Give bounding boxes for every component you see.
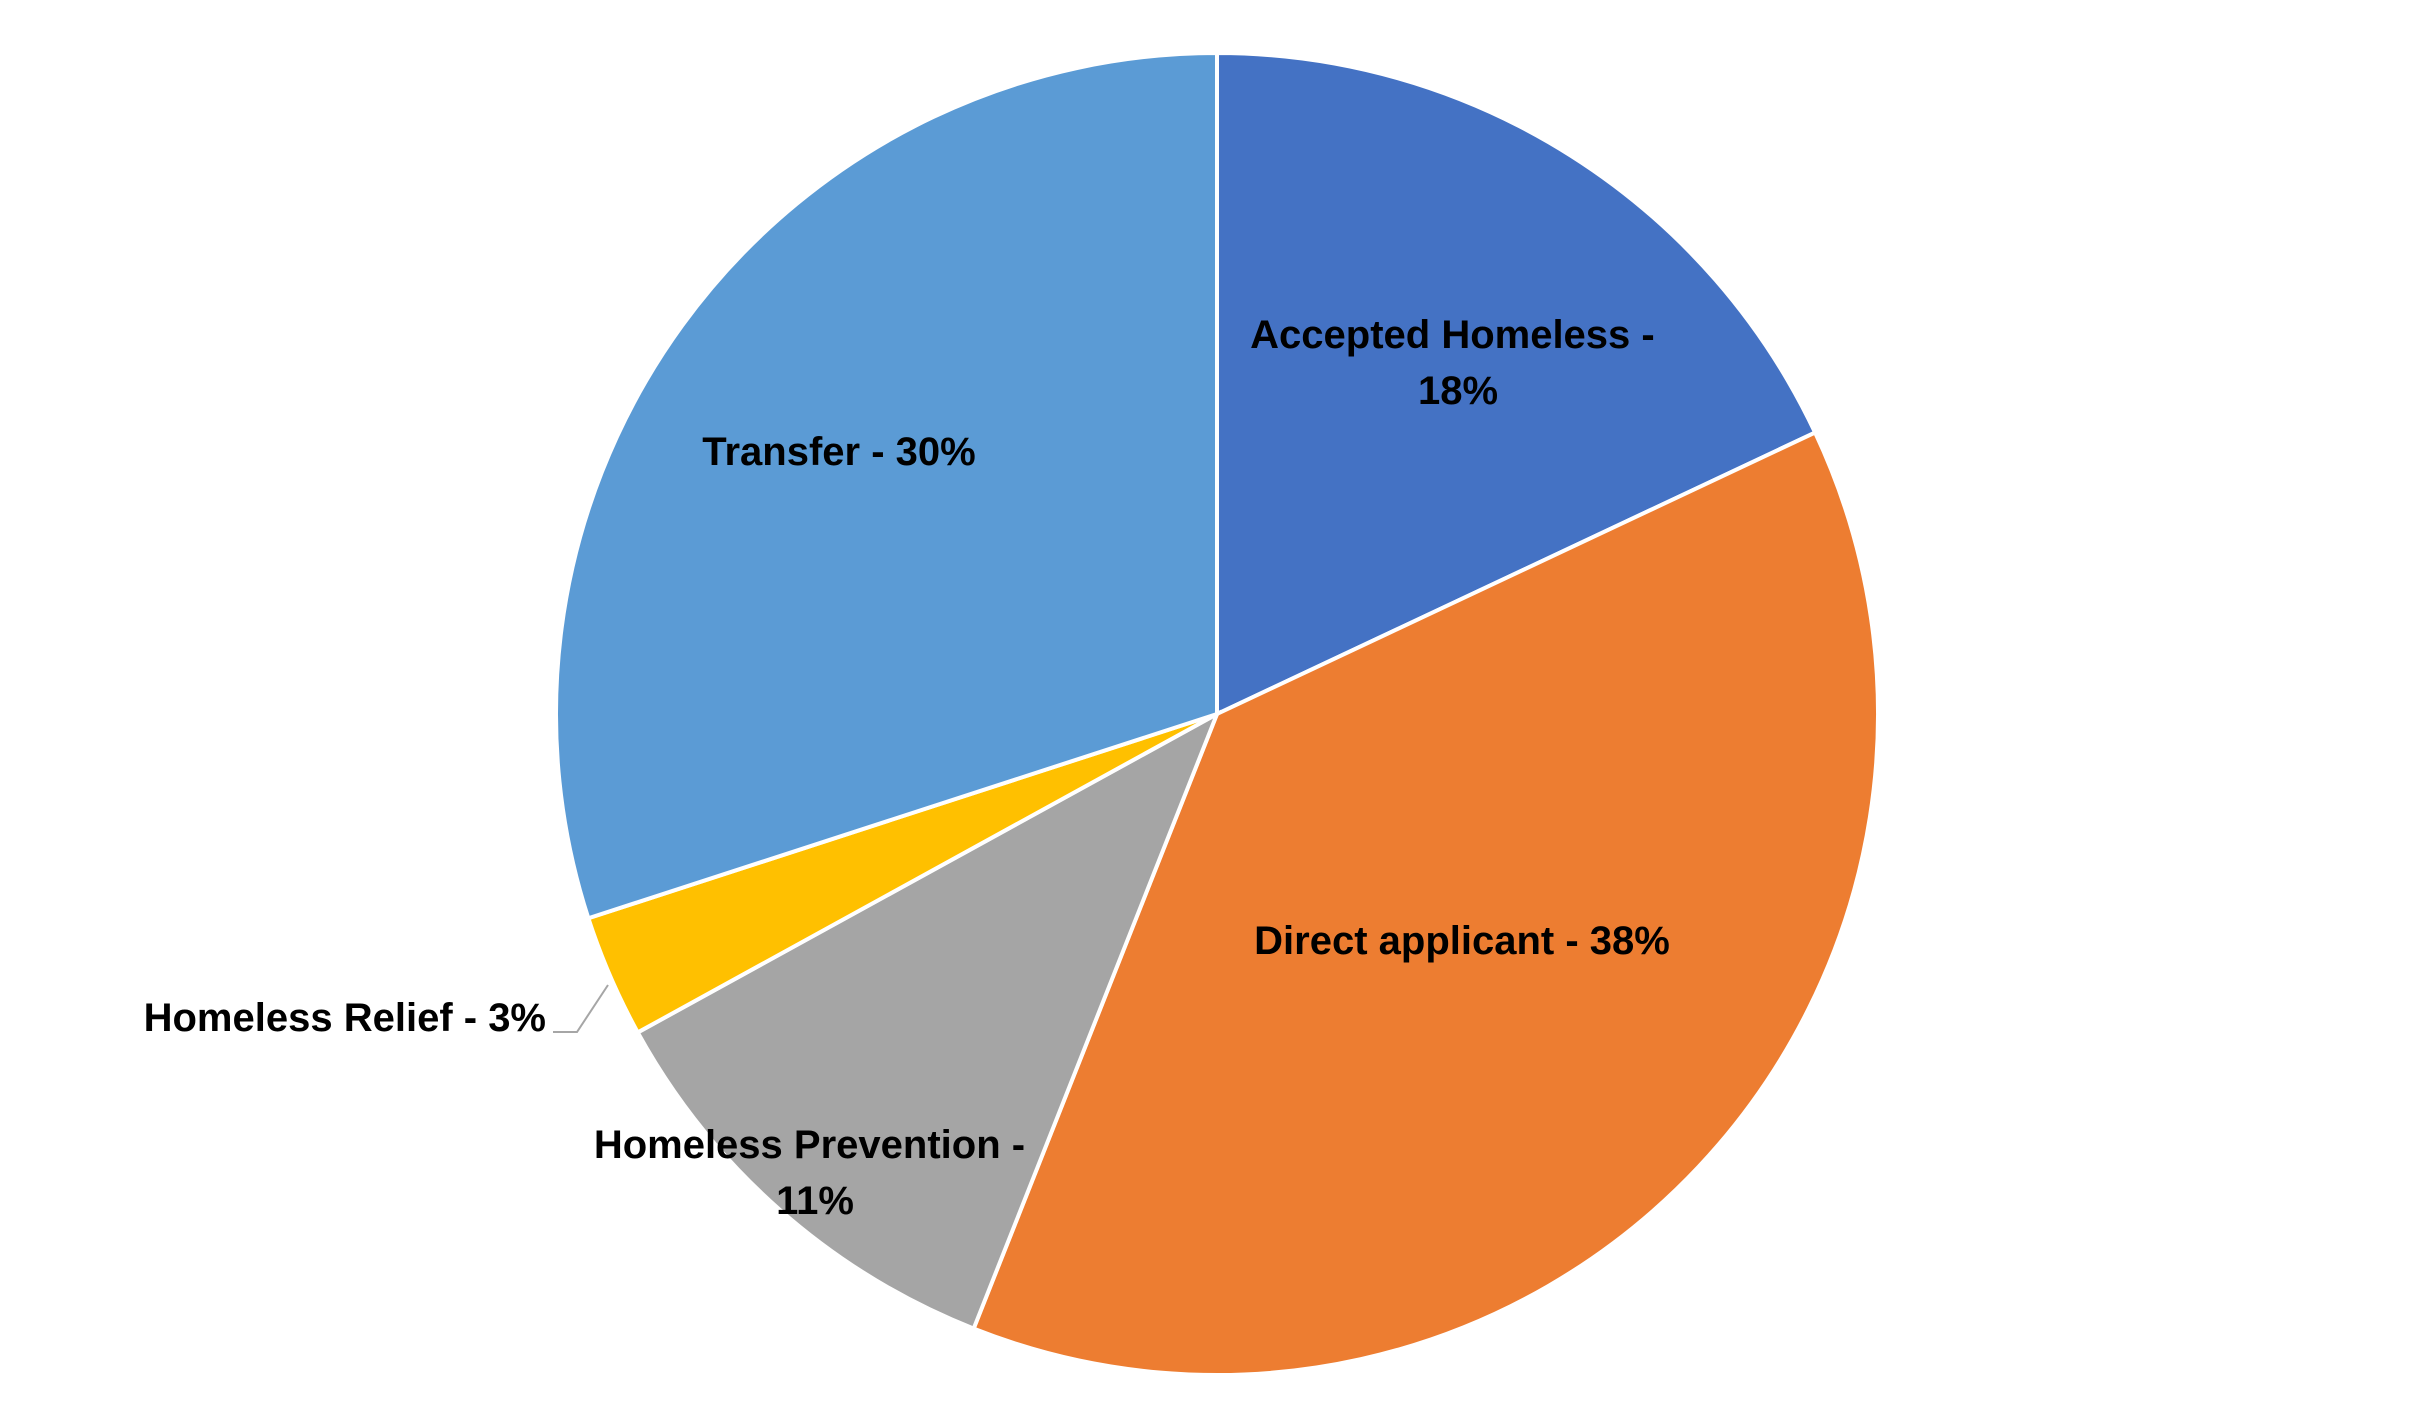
data-label: Homeless Prevention - 11% — [594, 1123, 1036, 1223]
label-separator: - — [860, 430, 896, 474]
data-label: Transfer - 30% — [702, 430, 975, 474]
category-name: Homeless Relief — [144, 996, 454, 1040]
category-name: Transfer — [702, 430, 860, 474]
value-label: 3% — [488, 996, 546, 1040]
pie-slice — [635, 709, 1221, 1332]
label-separator: - — [1554, 919, 1590, 963]
pie-slice — [554, 50, 1219, 921]
label-separator: - — [1630, 313, 1666, 357]
category-name: Direct applicant — [1254, 919, 1554, 963]
value-label: 38% — [1590, 919, 1670, 963]
label-separator: - — [1001, 1123, 1037, 1167]
data-label: Direct applicant - 38% — [1254, 919, 1670, 963]
pie-slice — [1215, 50, 1818, 718]
value-label: 11% — [776, 1179, 854, 1223]
data-label: Homeless Relief - 3% — [144, 996, 546, 1040]
leader-line — [553, 984, 609, 1033]
value-label: 18% — [1418, 369, 1498, 413]
category-name: Homeless Prevention — [594, 1123, 1001, 1167]
category-name: Accepted Homeless — [1250, 313, 1630, 357]
pie-slice — [971, 429, 1880, 1377]
value-label: 30% — [896, 430, 976, 474]
label-separator: - — [453, 996, 489, 1040]
data-label: Accepted Homeless - 18% — [1250, 313, 1666, 413]
